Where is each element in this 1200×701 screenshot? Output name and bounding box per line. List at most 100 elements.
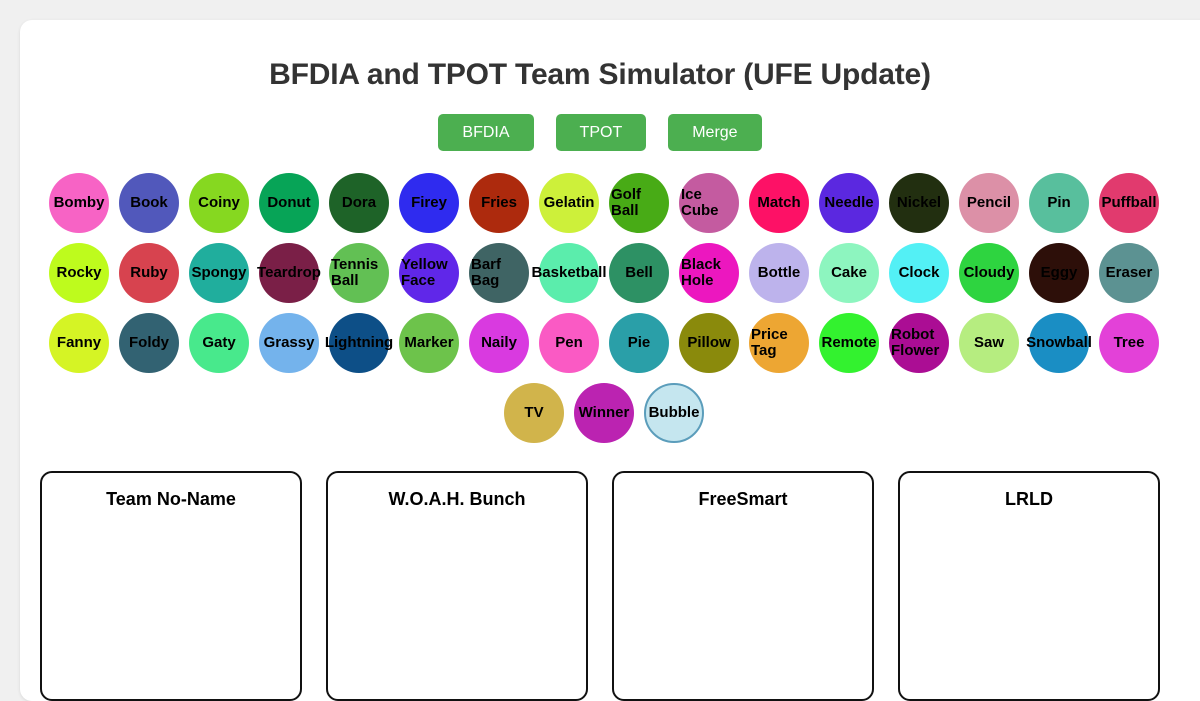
character-clock[interactable]: Clock — [889, 243, 949, 304]
character-label: Saw — [973, 334, 1005, 352]
character-teardrop[interactable]: Teardrop — [257, 243, 321, 304]
character-match[interactable]: Match — [749, 173, 809, 234]
character-label: Eggy — [1040, 264, 1078, 282]
character-pillow[interactable]: Pillow — [679, 313, 739, 374]
character-snowball[interactable]: Snowball — [1026, 313, 1092, 374]
character-robot-flower[interactable]: Robot Flower — [889, 313, 949, 374]
character-tennis-ball[interactable]: Tennis Ball — [329, 243, 389, 304]
mode-button-merge[interactable]: Merge — [668, 114, 762, 152]
character-grid: Bomby Book Coiny Donut Dora Firey Fries Gelatin… — [20, 173, 1180, 444]
character-label: Price Tag — [751, 326, 788, 360]
character-label: Dora — [341, 194, 377, 212]
character-label: Bubble — [648, 404, 700, 422]
character-marker[interactable]: Marker — [399, 313, 459, 374]
character-label: Pen — [555, 334, 583, 352]
character-label: Fries — [481, 194, 517, 212]
team-members — [42, 510, 300, 530]
character-pencil[interactable]: Pencil — [959, 173, 1019, 234]
character-puffball[interactable]: Puffball — [1099, 173, 1159, 234]
character-label: Robot Flower — [891, 326, 940, 360]
character-nickel[interactable]: Nickel — [889, 173, 949, 234]
character-spongy[interactable]: Spongy — [189, 243, 249, 304]
character-cake[interactable]: Cake — [819, 243, 879, 304]
character-basketball[interactable]: Basketball — [531, 243, 607, 304]
character-label: Rocky — [56, 264, 102, 282]
character-remote[interactable]: Remote — [819, 313, 879, 374]
character-pen[interactable]: Pen — [539, 313, 599, 374]
character-dora[interactable]: Dora — [329, 173, 389, 234]
character-lightning[interactable]: Lightning — [325, 313, 393, 374]
character-bomby[interactable]: Bomby — [49, 173, 109, 234]
character-grassy[interactable]: Grassy — [259, 313, 319, 374]
character-gaty[interactable]: Gaty — [189, 313, 249, 374]
character-donut[interactable]: Donut — [259, 173, 319, 234]
character-label: Puffball — [1101, 194, 1157, 212]
character-cloudy[interactable]: Cloudy — [959, 243, 1019, 304]
character-eggy[interactable]: Eggy — [1029, 243, 1089, 304]
mode-button-bfdia[interactable]: BFDIA — [438, 114, 534, 152]
character-eraser[interactable]: Eraser — [1099, 243, 1159, 304]
character-ice-cube[interactable]: Ice Cube — [679, 173, 739, 234]
character-label: Clock — [898, 264, 940, 282]
team-box-lrld[interactable]: LRLD — [898, 471, 1160, 701]
character-label: Eraser — [1105, 264, 1153, 282]
character-winner[interactable]: Winner — [574, 383, 634, 444]
character-label: Bomby — [53, 194, 105, 212]
character-needle[interactable]: Needle — [819, 173, 879, 234]
character-bottle[interactable]: Bottle — [749, 243, 809, 304]
character-tree[interactable]: Tree — [1099, 313, 1159, 374]
team-title: LRLD — [1005, 489, 1053, 510]
character-label: Book — [130, 194, 168, 212]
character-fanny[interactable]: Fanny — [49, 313, 109, 374]
app-card: BFDIA and TPOT Team Simulator (UFE Updat… — [20, 20, 1200, 701]
page-title: BFDIA and TPOT Team Simulator (UFE Updat… — [269, 58, 931, 91]
character-golf-ball[interactable]: Golf Ball — [609, 173, 669, 234]
character-label: Cake — [831, 264, 867, 282]
character-label: Bell — [625, 264, 653, 282]
team-box-freesmart[interactable]: FreeSmart — [612, 471, 874, 701]
character-label: Match — [757, 194, 801, 212]
character-label: Nickel — [896, 194, 942, 212]
character-label: Teardrop — [257, 264, 321, 282]
character-label: Tree — [1113, 334, 1145, 352]
character-firey[interactable]: Firey — [399, 173, 459, 234]
character-bubble[interactable]: Bubble — [644, 383, 704, 444]
character-label: Grassy — [263, 334, 315, 352]
character-ruby[interactable]: Ruby — [119, 243, 179, 304]
character-gelatin[interactable]: Gelatin — [539, 173, 599, 234]
character-label: Winner — [578, 404, 630, 422]
character-label: Remote — [821, 334, 877, 352]
character-label: Gelatin — [543, 194, 595, 212]
character-label: Cloudy — [963, 264, 1015, 282]
character-label: Bottle — [757, 264, 801, 282]
character-label: Gaty — [202, 334, 236, 352]
character-label: Donut — [267, 194, 311, 212]
character-tv[interactable]: TV — [504, 383, 564, 444]
character-label: Pillow — [687, 334, 731, 352]
character-coiny[interactable]: Coiny — [189, 173, 249, 234]
character-book[interactable]: Book — [119, 173, 179, 234]
character-pin[interactable]: Pin — [1029, 173, 1089, 234]
character-fries[interactable]: Fries — [469, 173, 529, 234]
character-bell[interactable]: Bell — [609, 243, 669, 304]
character-saw[interactable]: Saw — [959, 313, 1019, 374]
character-yellow-face[interactable]: Yellow Face — [399, 243, 459, 304]
character-label: Golf Ball — [611, 186, 641, 220]
character-rocky[interactable]: Rocky — [49, 243, 109, 304]
character-foldy[interactable]: Foldy — [119, 313, 179, 374]
character-label: Needle — [824, 194, 874, 212]
team-members — [900, 510, 1158, 530]
mode-button-group: BFDIA TPOT Merge — [20, 114, 1180, 152]
character-label: Ruby — [130, 264, 168, 282]
mode-button-tpot[interactable]: TPOT — [555, 114, 647, 152]
character-label: Pencil — [966, 194, 1012, 212]
character-naily[interactable]: Naily — [469, 313, 529, 374]
character-pie[interactable]: Pie — [609, 313, 669, 374]
character-label: Marker — [404, 334, 454, 352]
team-box-team-no-name[interactable]: Team No-Name — [40, 471, 302, 701]
character-label: Pie — [627, 334, 651, 352]
team-box-w-o-a-h-bunch[interactable]: W.O.A.H. Bunch — [326, 471, 588, 701]
character-black-hole[interactable]: Black Hole — [679, 243, 739, 304]
character-barf-bag[interactable]: Barf Bag — [469, 243, 529, 304]
character-price-tag[interactable]: Price Tag — [749, 313, 809, 374]
